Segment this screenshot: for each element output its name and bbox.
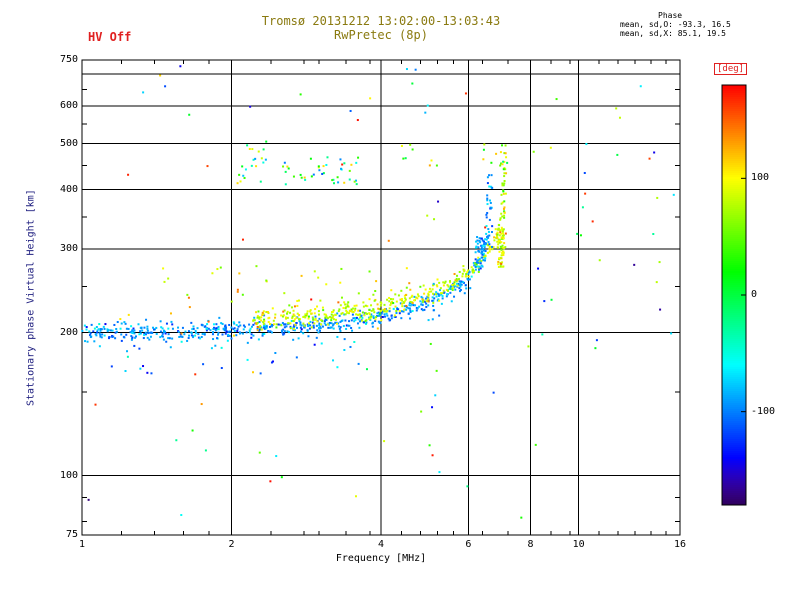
- x-tick-label: 2: [228, 539, 235, 550]
- phase-stats-header: Phase: [658, 11, 683, 20]
- x-tick-label: 6: [465, 539, 472, 550]
- y-axis-label: Stationary phase Virtual Height [km]: [25, 189, 37, 406]
- y-tick-label: 400: [59, 183, 78, 195]
- y-tick-label: 75: [65, 529, 78, 540]
- colorbar-unit-label: [deg]: [714, 63, 748, 75]
- colorbar-tick-label: 0: [751, 289, 758, 300]
- hv-status-label: HV Off: [88, 30, 132, 44]
- plot-grid: [81, 59, 681, 536]
- x-axis-label: Frequency [MHz]: [335, 553, 427, 564]
- page-title: Tromsø 20131212 13:02:00-13:03:43: [261, 14, 501, 28]
- x-tick-label: 1: [78, 539, 86, 550]
- y-tick-label: 100: [59, 469, 78, 481]
- y-tick-label: 500: [59, 137, 78, 149]
- scatter-points: [81, 65, 675, 519]
- y-tick-label: 200: [59, 326, 78, 338]
- y-tick-label: 600: [59, 100, 78, 112]
- phase-stats-block: Phase mean, sd,O: -93.3, 16.5 mean, sd,X…: [620, 11, 731, 38]
- colorbar-tick-label: -100: [751, 405, 776, 417]
- page-subtitle: RwPretec (8p): [334, 28, 428, 42]
- phase-stats-o-mode: mean, sd,O: -93.3, 16.5: [620, 20, 731, 29]
- y-tick-label: 300: [59, 243, 78, 255]
- x-tick-label: 16: [673, 539, 687, 550]
- x-tick-label: 8: [527, 539, 534, 550]
- y-tick-label: 750: [59, 54, 78, 65]
- x-tick-label: 10: [572, 539, 585, 550]
- phase-stats-x-mode: mean, sd,X: 85.1, 19.5: [620, 29, 726, 38]
- colorbar-tick-label: 100: [751, 172, 770, 184]
- colorbar: [721, 84, 747, 506]
- x-tick-label: 4: [377, 539, 385, 550]
